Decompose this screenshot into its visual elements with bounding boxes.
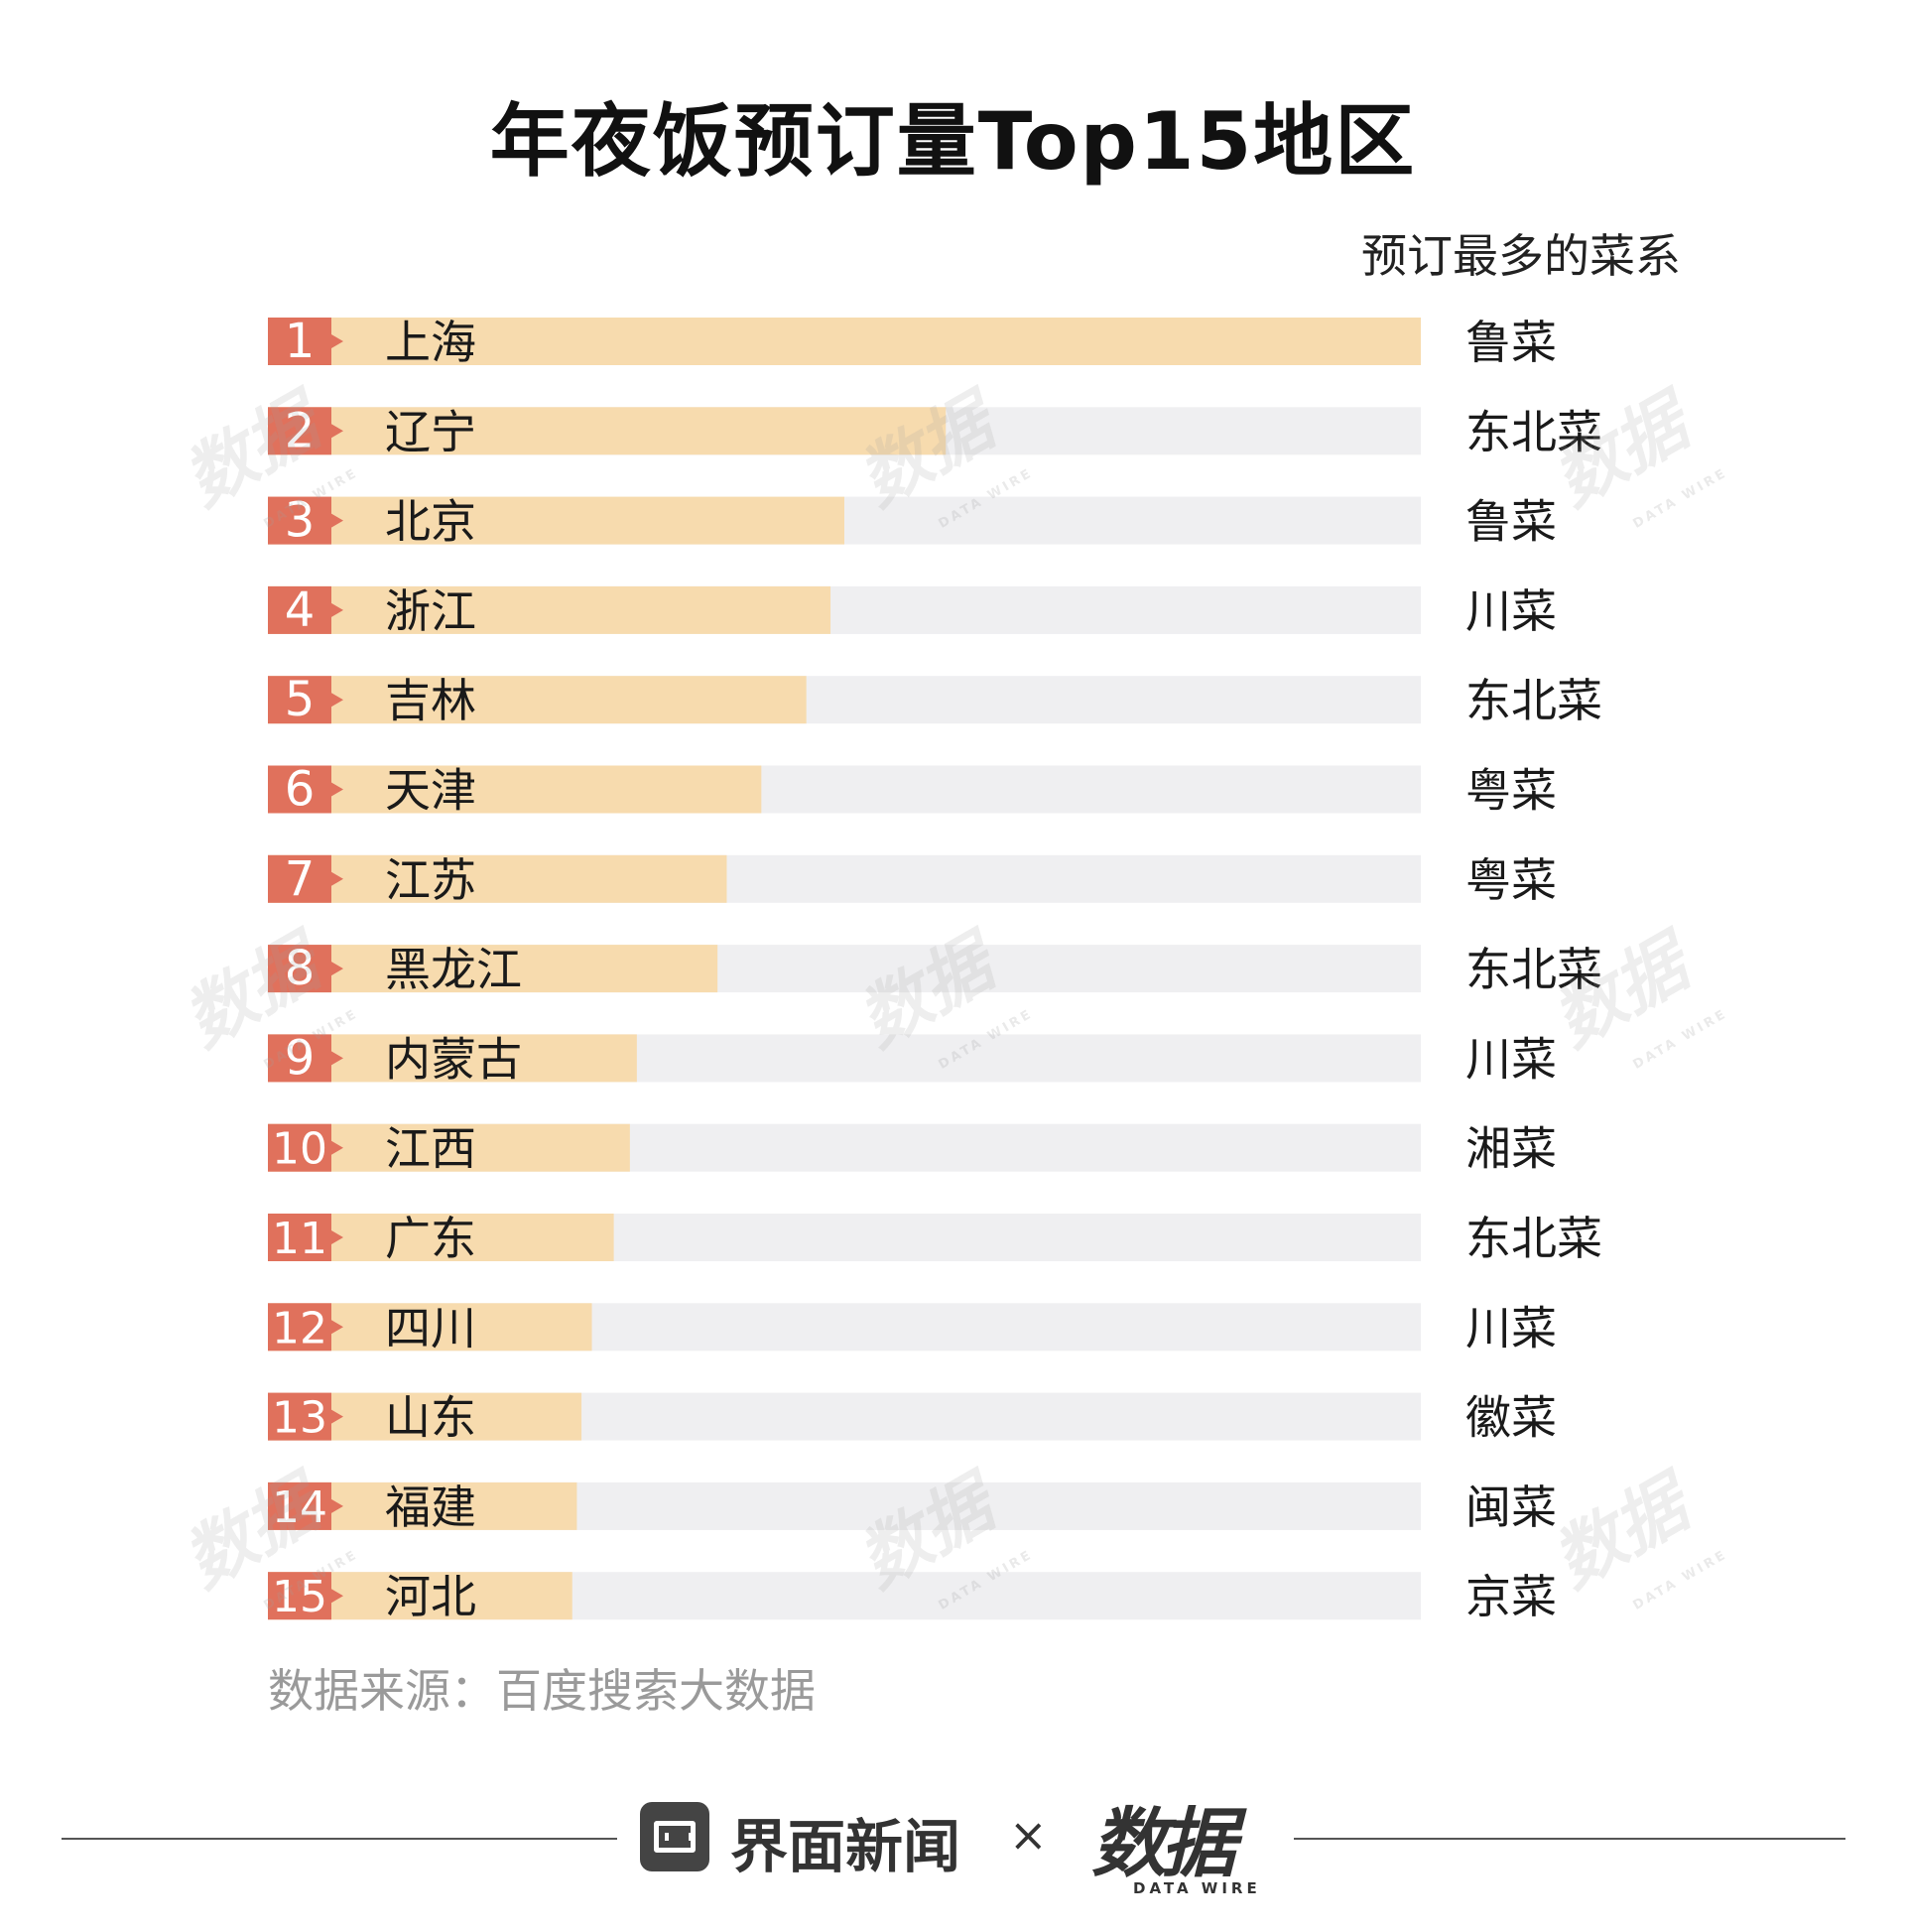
rank-badge bbox=[268, 1392, 331, 1441]
rank-arrow-icon bbox=[331, 1498, 343, 1513]
bar bbox=[268, 854, 727, 903]
rank-label: 1 bbox=[285, 314, 316, 369]
cuisine-label: 京菜 bbox=[1465, 1570, 1557, 1623]
rank-arrow-icon bbox=[331, 1051, 343, 1066]
rank-label: 12 bbox=[272, 1303, 327, 1353]
rank-badge bbox=[268, 854, 331, 903]
region-label: 江西 bbox=[385, 1122, 476, 1176]
rank-label: 14 bbox=[272, 1482, 327, 1533]
bar bbox=[268, 585, 831, 634]
brand-jiemian: 界面新闻 bbox=[730, 1813, 961, 1880]
rank-badge bbox=[268, 1214, 331, 1261]
rank-arrow-icon bbox=[331, 693, 343, 708]
region-label: 河北 bbox=[385, 1570, 476, 1623]
rank-arrow-icon bbox=[331, 424, 343, 439]
cuisine-label: 鲁菜 bbox=[1465, 316, 1557, 369]
cuisine-column-header: 预订最多的菜系 bbox=[1361, 229, 1681, 283]
rank-arrow-icon bbox=[331, 513, 343, 528]
region-label: 黑龙江 bbox=[385, 943, 522, 996]
region-label: 四川 bbox=[385, 1301, 476, 1354]
rank-badge bbox=[268, 1123, 331, 1172]
region-label: 浙江 bbox=[385, 584, 476, 638]
rank-badge bbox=[268, 765, 331, 814]
cuisine-label: 东北菜 bbox=[1465, 405, 1602, 458]
region-label: 江苏 bbox=[385, 853, 476, 907]
cuisine-label: 徽菜 bbox=[1465, 1391, 1557, 1445]
data-source: 数据来源：百度搜索大数据 bbox=[268, 1664, 816, 1718]
rank-arrow-icon bbox=[331, 871, 343, 886]
rank-badge bbox=[268, 1034, 331, 1083]
rank-arrow-icon bbox=[331, 1320, 343, 1335]
cuisine-label: 闽菜 bbox=[1465, 1481, 1557, 1534]
rank-badge bbox=[268, 676, 331, 724]
rank-label: 7 bbox=[285, 851, 316, 907]
bar bbox=[268, 765, 762, 814]
rank-label: 3 bbox=[285, 493, 316, 549]
rank-badge bbox=[268, 1303, 331, 1352]
rank-arrow-icon bbox=[331, 1589, 343, 1604]
cuisine-label: 东北菜 bbox=[1465, 1212, 1602, 1265]
rank-arrow-icon bbox=[331, 962, 343, 976]
rank-arrow-icon bbox=[331, 1409, 343, 1424]
rank-arrow-icon bbox=[331, 334, 343, 348]
bar bbox=[268, 407, 947, 455]
rank-arrow-icon bbox=[331, 602, 343, 617]
region-label: 上海 bbox=[385, 316, 476, 369]
region-label: 内蒙古 bbox=[385, 1032, 522, 1086]
bar bbox=[268, 676, 807, 724]
rank-badge bbox=[268, 1481, 331, 1530]
rank-badge bbox=[268, 496, 331, 545]
rank-label: 10 bbox=[272, 1124, 327, 1175]
brand-datawire-sub: DATA WIRE bbox=[1133, 1879, 1261, 1897]
rank-label: 13 bbox=[272, 1393, 327, 1444]
footer-divider-left bbox=[62, 1838, 617, 1840]
cuisine-label: 东北菜 bbox=[1465, 943, 1602, 996]
rank-label: 8 bbox=[285, 941, 316, 996]
region-label: 北京 bbox=[385, 495, 476, 549]
region-label: 辽宁 bbox=[385, 405, 476, 458]
rank-arrow-icon bbox=[331, 1140, 343, 1155]
rank-badge bbox=[268, 945, 331, 993]
bar bbox=[268, 318, 1421, 365]
chart-title: 年夜饭预订量Top15地区 bbox=[489, 95, 1417, 188]
brand-datawire: 数据 bbox=[1091, 1799, 1236, 1887]
region-label: 福建 bbox=[385, 1481, 476, 1534]
cuisine-label: 川菜 bbox=[1465, 1301, 1557, 1354]
rank-label: 11 bbox=[272, 1214, 327, 1264]
rank-label: 5 bbox=[285, 672, 316, 727]
rank-badge bbox=[268, 407, 331, 455]
rank-label: 2 bbox=[285, 403, 316, 458]
rank-arrow-icon bbox=[331, 1230, 343, 1244]
rank-arrow-icon bbox=[331, 782, 343, 797]
cuisine-label: 川菜 bbox=[1465, 1032, 1557, 1086]
region-label: 天津 bbox=[385, 764, 476, 818]
brand-separator: × bbox=[1009, 1808, 1048, 1862]
footer-divider-right bbox=[1294, 1838, 1845, 1840]
rank-badge bbox=[268, 1572, 331, 1620]
rank-badge bbox=[268, 318, 331, 365]
cuisine-label: 粤菜 bbox=[1465, 764, 1557, 818]
region-label: 吉林 bbox=[385, 674, 476, 727]
rank-label: 15 bbox=[272, 1572, 327, 1622]
rank-badge bbox=[268, 585, 331, 634]
cuisine-label: 湘菜 bbox=[1465, 1122, 1557, 1176]
bar bbox=[268, 496, 844, 545]
rank-label: 6 bbox=[285, 762, 316, 818]
region-label: 山东 bbox=[385, 1391, 476, 1445]
cuisine-label: 东北菜 bbox=[1465, 674, 1602, 727]
jiemian-logo-icon bbox=[640, 1802, 709, 1871]
region-label: 广东 bbox=[385, 1212, 476, 1265]
rank-label: 4 bbox=[285, 582, 316, 638]
cuisine-label: 粤菜 bbox=[1465, 853, 1557, 907]
cuisine-label: 鲁菜 bbox=[1465, 495, 1557, 549]
rank-label: 9 bbox=[285, 1030, 316, 1086]
cuisine-label: 川菜 bbox=[1465, 584, 1557, 638]
